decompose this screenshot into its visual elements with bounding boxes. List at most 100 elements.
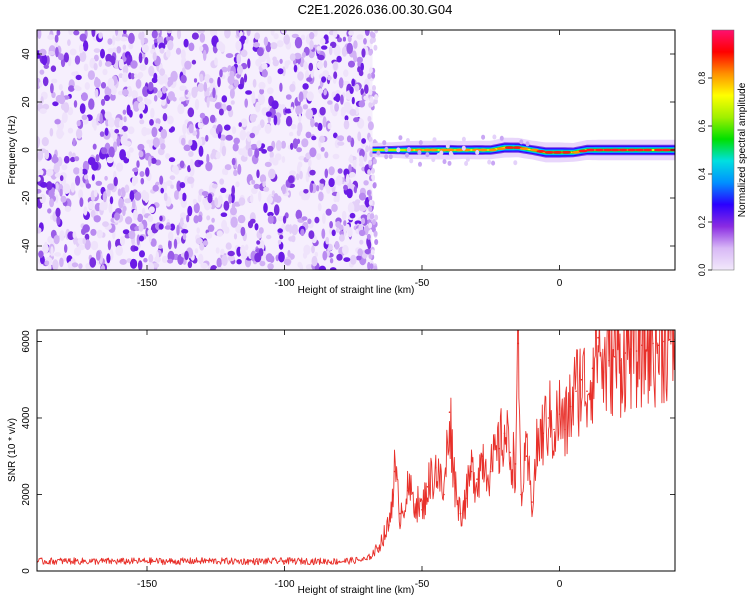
noise-blob	[170, 184, 174, 189]
noise-blob	[254, 223, 259, 231]
noise-blob	[207, 224, 215, 232]
signal-side-blob	[388, 154, 393, 160]
noise-blob	[63, 155, 70, 164]
noise-blob	[135, 79, 142, 89]
noise-blob	[139, 64, 147, 71]
noise-blob	[232, 143, 239, 152]
snr-x-tick-label: -50	[415, 579, 430, 590]
noise-blob	[255, 58, 262, 67]
noise-edge-blob	[368, 67, 373, 74]
noise-edge-blob	[368, 199, 373, 206]
noise-blob	[311, 135, 317, 141]
signal-peak-core	[610, 148, 620, 152]
snr-x-axis-label: Height of straight line (km)	[298, 585, 415, 596]
signal-track-band	[372, 145, 675, 155]
noise-blob	[316, 153, 322, 161]
noise-blob	[302, 104, 309, 110]
noise-blob	[37, 176, 41, 182]
noise-blob	[333, 61, 338, 71]
noise-blob	[47, 34, 55, 40]
noise-blob	[337, 168, 343, 174]
noise-blob	[167, 231, 174, 242]
noise-blob	[165, 153, 171, 160]
noise-blob	[281, 156, 286, 163]
noise-blob	[323, 89, 327, 96]
noise-blob	[327, 100, 333, 105]
noise-blob	[101, 147, 108, 155]
noise-blob	[243, 73, 248, 83]
noise-blob	[116, 136, 121, 147]
noise-blob	[314, 122, 319, 127]
snr-data-point	[646, 346, 649, 349]
noise-blob	[70, 182, 76, 193]
noise-blob	[281, 140, 286, 149]
noise-blob	[291, 235, 296, 243]
noise-blob	[205, 203, 212, 209]
signal-side-blob	[464, 161, 469, 166]
noise-blob	[263, 186, 270, 192]
noise-blob	[63, 52, 69, 63]
noise-blob	[38, 250, 44, 258]
noise-blob	[334, 103, 339, 112]
noise-blob	[126, 54, 130, 66]
noise-blob	[364, 248, 373, 255]
noise-blob	[78, 263, 83, 269]
noise-blob	[183, 144, 191, 152]
noise-blob	[93, 48, 101, 53]
noise-blob	[137, 143, 145, 151]
noise-blob	[199, 112, 206, 119]
noise-blob	[266, 196, 273, 204]
noise-blob	[50, 65, 57, 72]
signal-peak-core	[530, 148, 539, 152]
noise-blob	[118, 58, 124, 70]
noise-blob	[128, 230, 136, 240]
noise-blob	[277, 239, 282, 245]
noise-blob	[356, 255, 362, 261]
noise-blob	[363, 180, 369, 186]
snr-data-point	[388, 524, 390, 526]
noise-blob	[303, 61, 308, 70]
snr-data-point	[415, 501, 418, 503]
noise-blob	[195, 128, 200, 140]
noise-blob	[266, 234, 272, 240]
signal-side-blob	[396, 147, 401, 153]
noise-blob	[59, 230, 65, 241]
noise-blob	[48, 50, 55, 56]
snr-y-tick-label: 4000	[21, 406, 32, 429]
noise-edge-blob	[374, 30, 379, 34]
signal-side-blob	[409, 158, 414, 164]
noise-blob	[277, 228, 284, 233]
noise-blob	[84, 82, 91, 90]
noise-blob	[139, 250, 145, 258]
noise-blob	[118, 119, 124, 129]
noise-blob	[141, 207, 146, 216]
noise-blob	[137, 96, 143, 103]
noise-blob	[93, 189, 98, 198]
noise-blob	[54, 252, 62, 257]
noise-blob	[143, 257, 148, 263]
noise-blob	[184, 250, 189, 261]
noise-blob	[52, 101, 59, 107]
noise-blob	[148, 65, 155, 77]
noise-blob	[276, 40, 284, 48]
noise-blob	[282, 66, 286, 77]
noise-blob	[82, 40, 89, 52]
noise-blob	[39, 81, 43, 88]
snr-data-point	[426, 486, 429, 488]
noise-blob	[56, 215, 61, 226]
noise-blob	[170, 126, 175, 132]
noise-blob	[264, 123, 272, 134]
noise-blob	[177, 103, 185, 115]
noise-blob	[127, 126, 135, 135]
signal-side-blob	[449, 152, 454, 158]
noise-blob	[277, 68, 284, 75]
snr-data-point	[459, 512, 462, 515]
signal-peak-core	[519, 147, 529, 151]
noise-blob	[357, 131, 362, 142]
noise-blob	[311, 255, 318, 267]
noise-blob	[102, 191, 107, 203]
noise-edge-blob	[371, 174, 376, 181]
noise-blob	[132, 167, 139, 173]
noise-blob	[87, 157, 96, 166]
signal-side-blob	[447, 160, 452, 166]
